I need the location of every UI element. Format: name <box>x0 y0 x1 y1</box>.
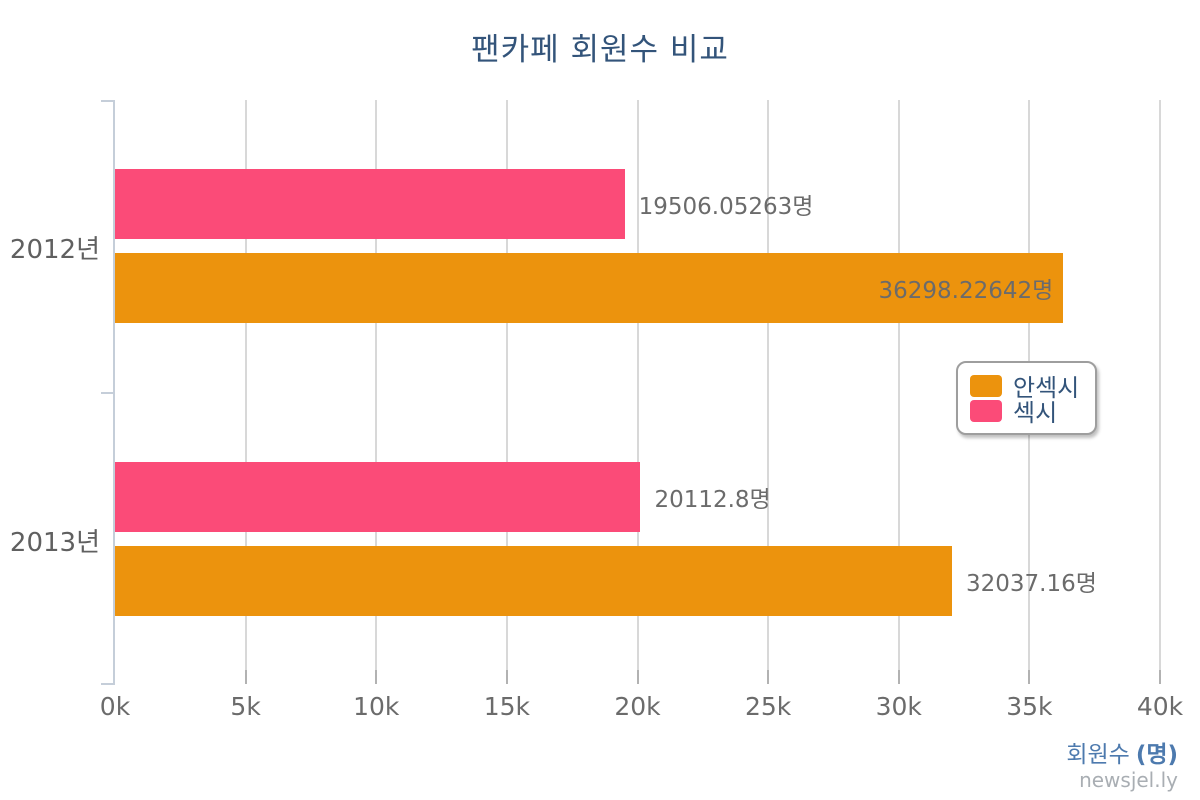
gridline <box>767 100 770 670</box>
bar-ansexy-2013[interactable] <box>115 545 952 616</box>
legend-label-ansexy: 안섹시 <box>1013 374 1080 402</box>
x-axis-tick <box>897 670 900 684</box>
x-axis-tick-label: 20k <box>614 692 661 721</box>
gridline <box>505 100 508 670</box>
x-axis-tick <box>375 670 378 684</box>
gridline <box>375 100 378 670</box>
y-axis-line <box>113 100 115 685</box>
x-axis-tick-label: 0k <box>99 692 131 721</box>
legend-swatch-pink-icon <box>970 399 1002 422</box>
x-axis-tick-label: 10k <box>353 692 400 721</box>
x-axis-title: 회원수 (명) <box>1066 735 1178 769</box>
legend-item-ansexy[interactable]: 안섹시 <box>970 373 1079 402</box>
x-axis-tick-label: 40k <box>1136 692 1184 721</box>
gridline <box>897 100 900 670</box>
y-axis-tick <box>101 683 114 685</box>
x-axis-tick <box>244 670 247 684</box>
x-axis-title-unit: (명) <box>1135 742 1178 768</box>
x-axis-tick <box>505 670 508 684</box>
x-axis-tick-label: 15k <box>483 692 531 721</box>
legend-label-sexy: 섹시 <box>1013 399 1058 427</box>
legend-swatch-orange-icon <box>970 374 1002 397</box>
x-axis-tick-label: 25k <box>744 692 792 721</box>
gridline <box>244 100 247 670</box>
bar-value-label: 20112.8명 <box>654 486 771 513</box>
x-axis-tick-label: 30k <box>875 692 922 721</box>
bar-value-label: 19506.05263명 <box>638 194 814 221</box>
bar-ansexy-2012[interactable] <box>115 253 1064 324</box>
legend-item-sexy[interactable]: 섹시 <box>970 398 1079 427</box>
x-axis-tick <box>1159 670 1161 684</box>
category-label: 2013년 <box>9 527 100 558</box>
y-axis-tick <box>101 100 114 102</box>
x-axis-tick-label: 35k <box>1006 692 1053 721</box>
bar-sexy-2013[interactable] <box>115 461 641 532</box>
gridline <box>1159 100 1161 670</box>
x-axis-tick <box>636 670 639 684</box>
chart-title: 팬카페 회원수 비교 <box>471 32 729 68</box>
x-axis-tick <box>767 670 770 684</box>
bar-sexy-2012[interactable] <box>115 169 625 240</box>
bar-value-label: 36298.22642명 <box>878 278 1054 305</box>
category-label: 2012년 <box>9 235 100 266</box>
x-axis-tick <box>1028 670 1031 684</box>
x-axis-tick-label: 5k <box>230 692 261 721</box>
gridline <box>636 100 639 670</box>
watermark: newsjel.ly <box>1079 768 1178 792</box>
y-axis-tick <box>101 391 114 394</box>
x-axis-title-text: 회원수 <box>1066 742 1130 768</box>
legend: 안섹시 섹시 <box>956 361 1098 435</box>
bar-value-label: 32037.16명 <box>965 570 1097 597</box>
